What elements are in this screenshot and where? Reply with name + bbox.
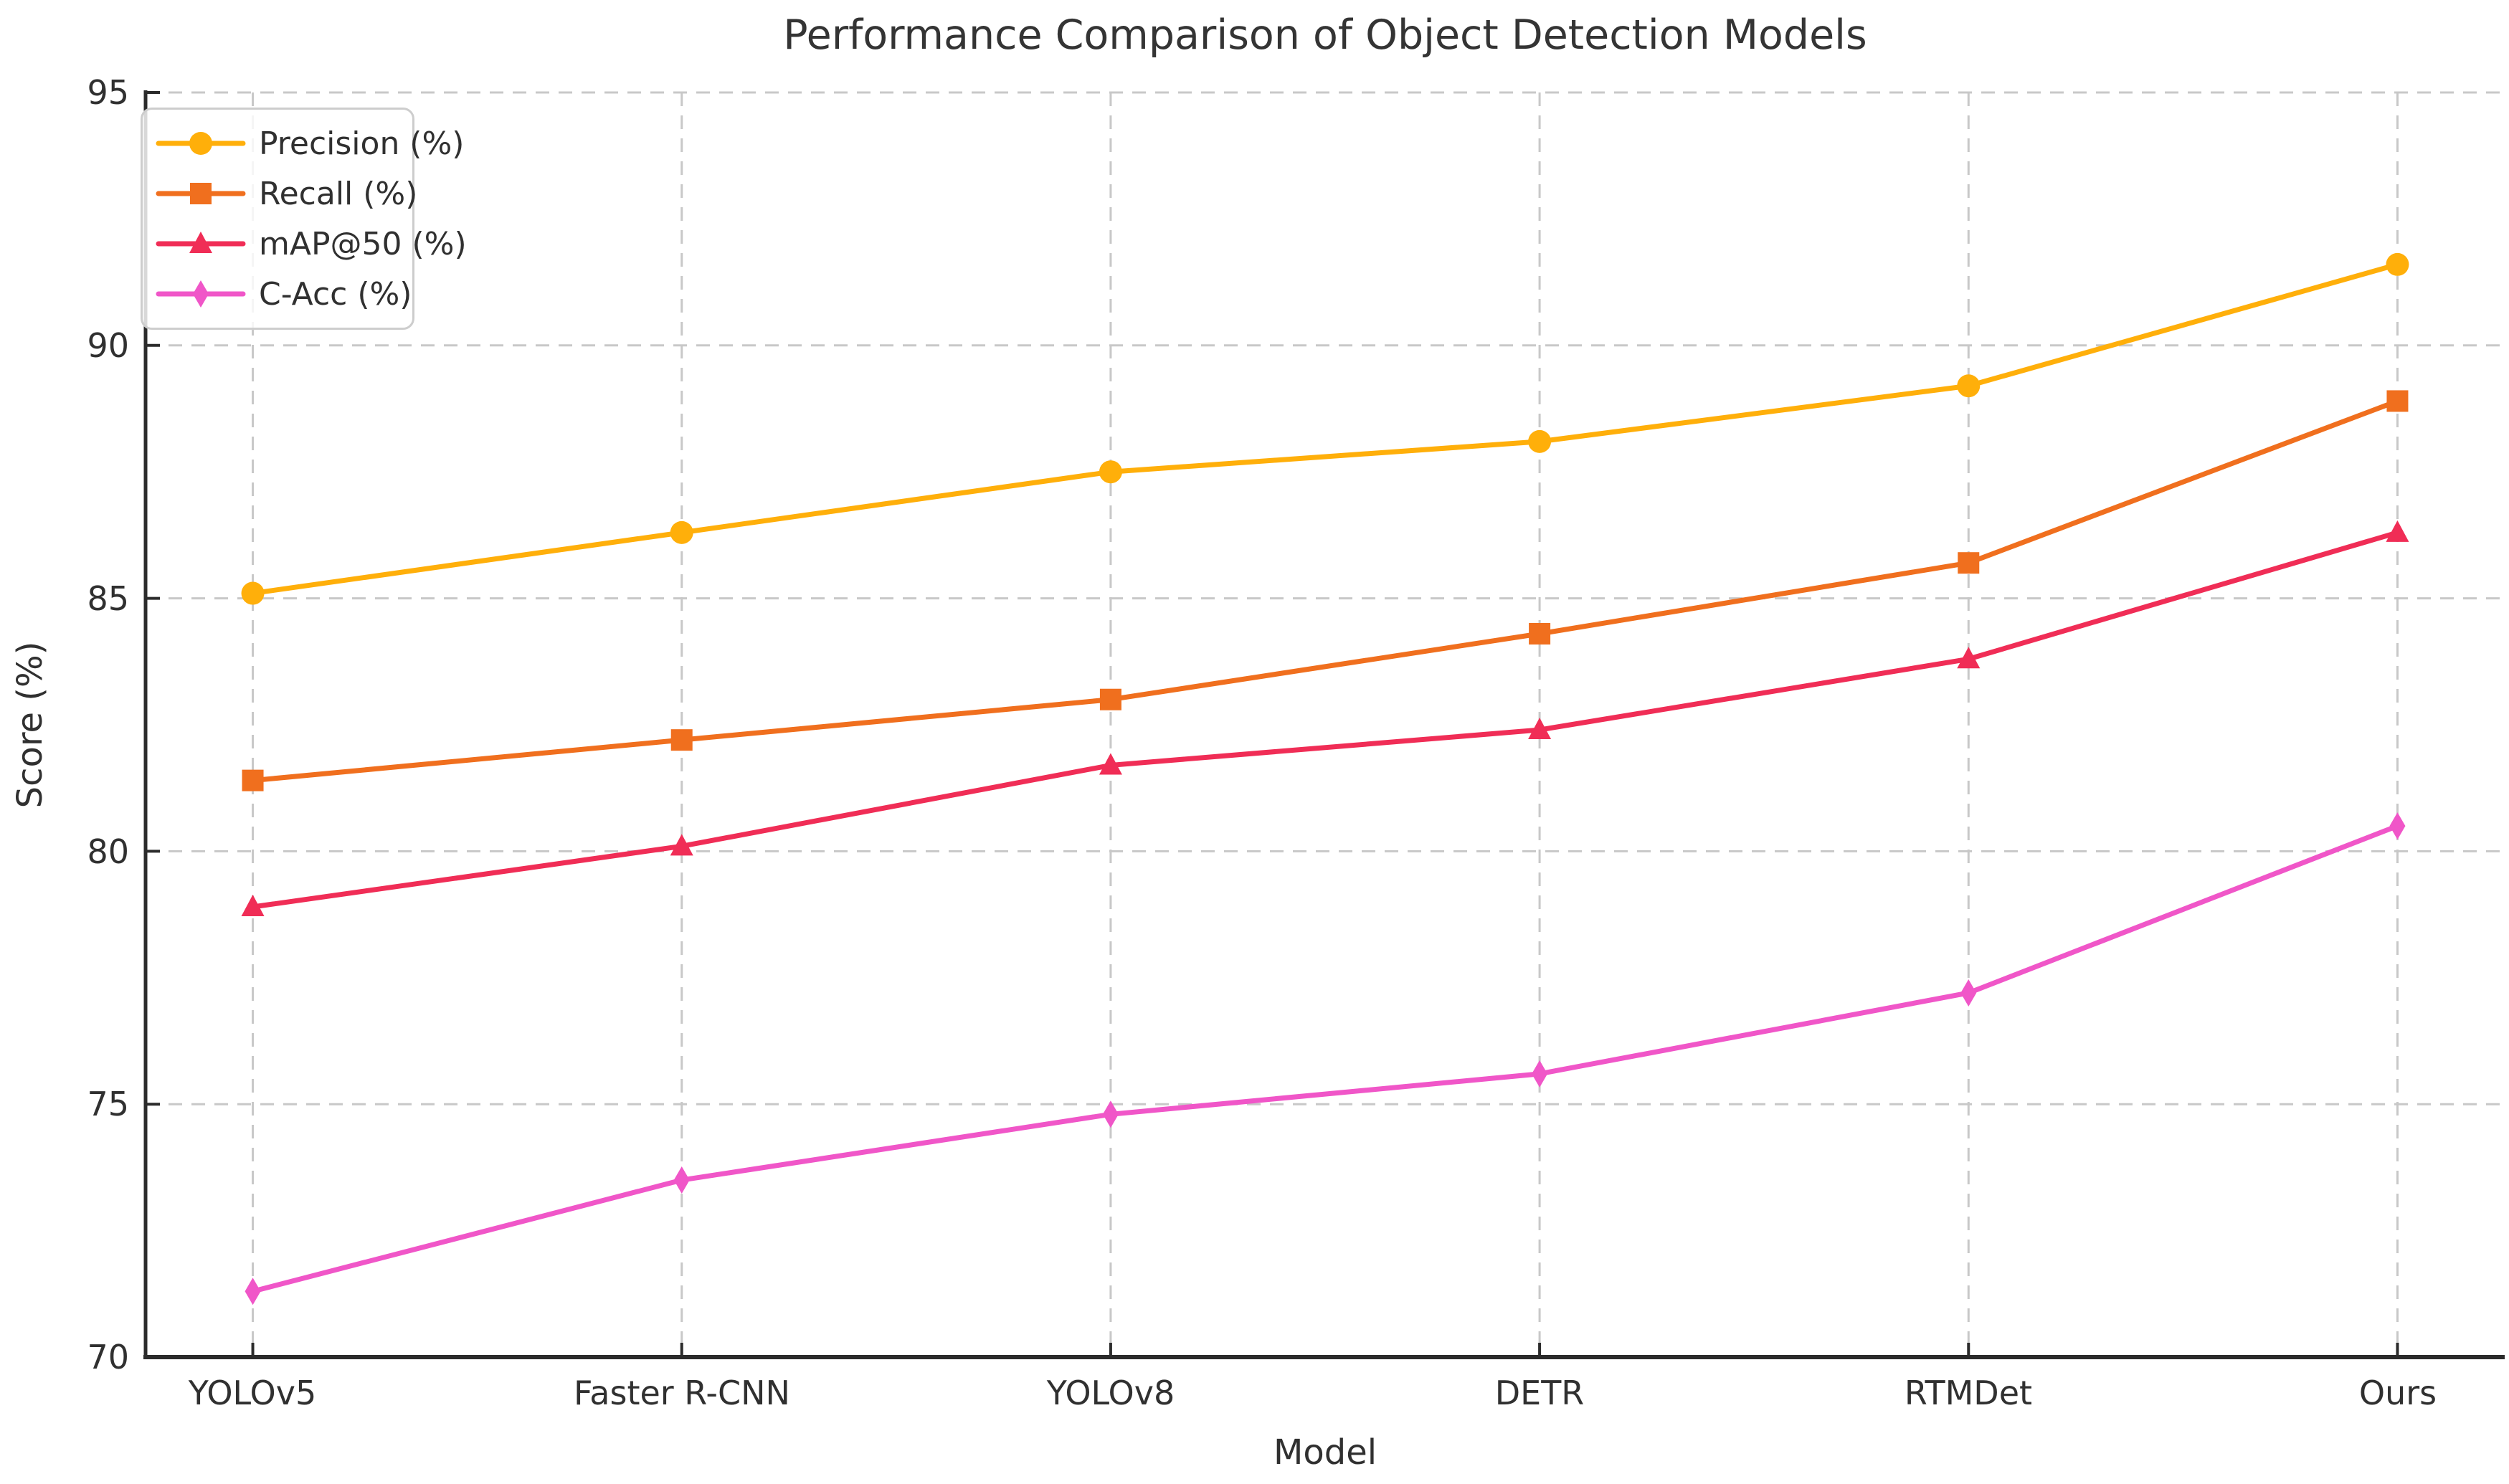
x-tick-label: Faster R-CNN: [574, 1374, 790, 1412]
y-axis-label: Score (%): [10, 641, 50, 809]
legend-item-precision: Precision (%): [143, 118, 464, 168]
axes-spines: [143, 90, 2505, 1359]
legend-label: C-Acc (%): [259, 275, 412, 313]
gridlines: [146, 91, 2505, 1359]
legend-item-cacc: C-Acc (%): [143, 269, 412, 319]
series-Precision (%): [241, 252, 2409, 605]
precision-line-marker-icon: [154, 128, 247, 159]
map50-line-marker-icon: [154, 228, 247, 260]
series-Recall (%): [242, 390, 2409, 791]
y-tick-label: 75: [87, 1085, 129, 1123]
y-tick-label: 95: [87, 73, 129, 112]
legend-label: Recall (%): [259, 175, 418, 212]
legend-label: Precision (%): [259, 125, 465, 162]
cacc-line-marker-icon: [154, 278, 247, 310]
y-tick-label: 85: [87, 579, 129, 618]
series-mAP@50 (%): [241, 520, 2409, 917]
x-tick-label: Ours: [2358, 1374, 2437, 1412]
y-tick-label: 80: [87, 832, 129, 871]
legend-item-map50: mAP@50 (%): [143, 219, 467, 269]
x-tick-label: YOLOv5: [188, 1374, 317, 1412]
legend-item-recall: Recall (%): [143, 168, 417, 219]
x-tick-label: YOLOv8: [1046, 1374, 1175, 1412]
series-C-Acc (%): [245, 812, 2406, 1305]
y-tick-label: 90: [87, 326, 129, 365]
chart-title: Performance Comparison of Object Detecti…: [783, 11, 1867, 59]
y-tick-label: 70: [87, 1338, 129, 1376]
legend-label: mAP@50 (%): [259, 225, 467, 262]
recall-line-marker-icon: [154, 178, 247, 209]
x-tick-label: DETR: [1494, 1374, 1585, 1412]
x-tick-label: RTMDet: [1904, 1374, 2033, 1412]
legend: Precision (%) Recall (%) mAP@50 (%) C-Ac…: [141, 108, 467, 330]
x-axis-label: Model: [1273, 1432, 1377, 1473]
